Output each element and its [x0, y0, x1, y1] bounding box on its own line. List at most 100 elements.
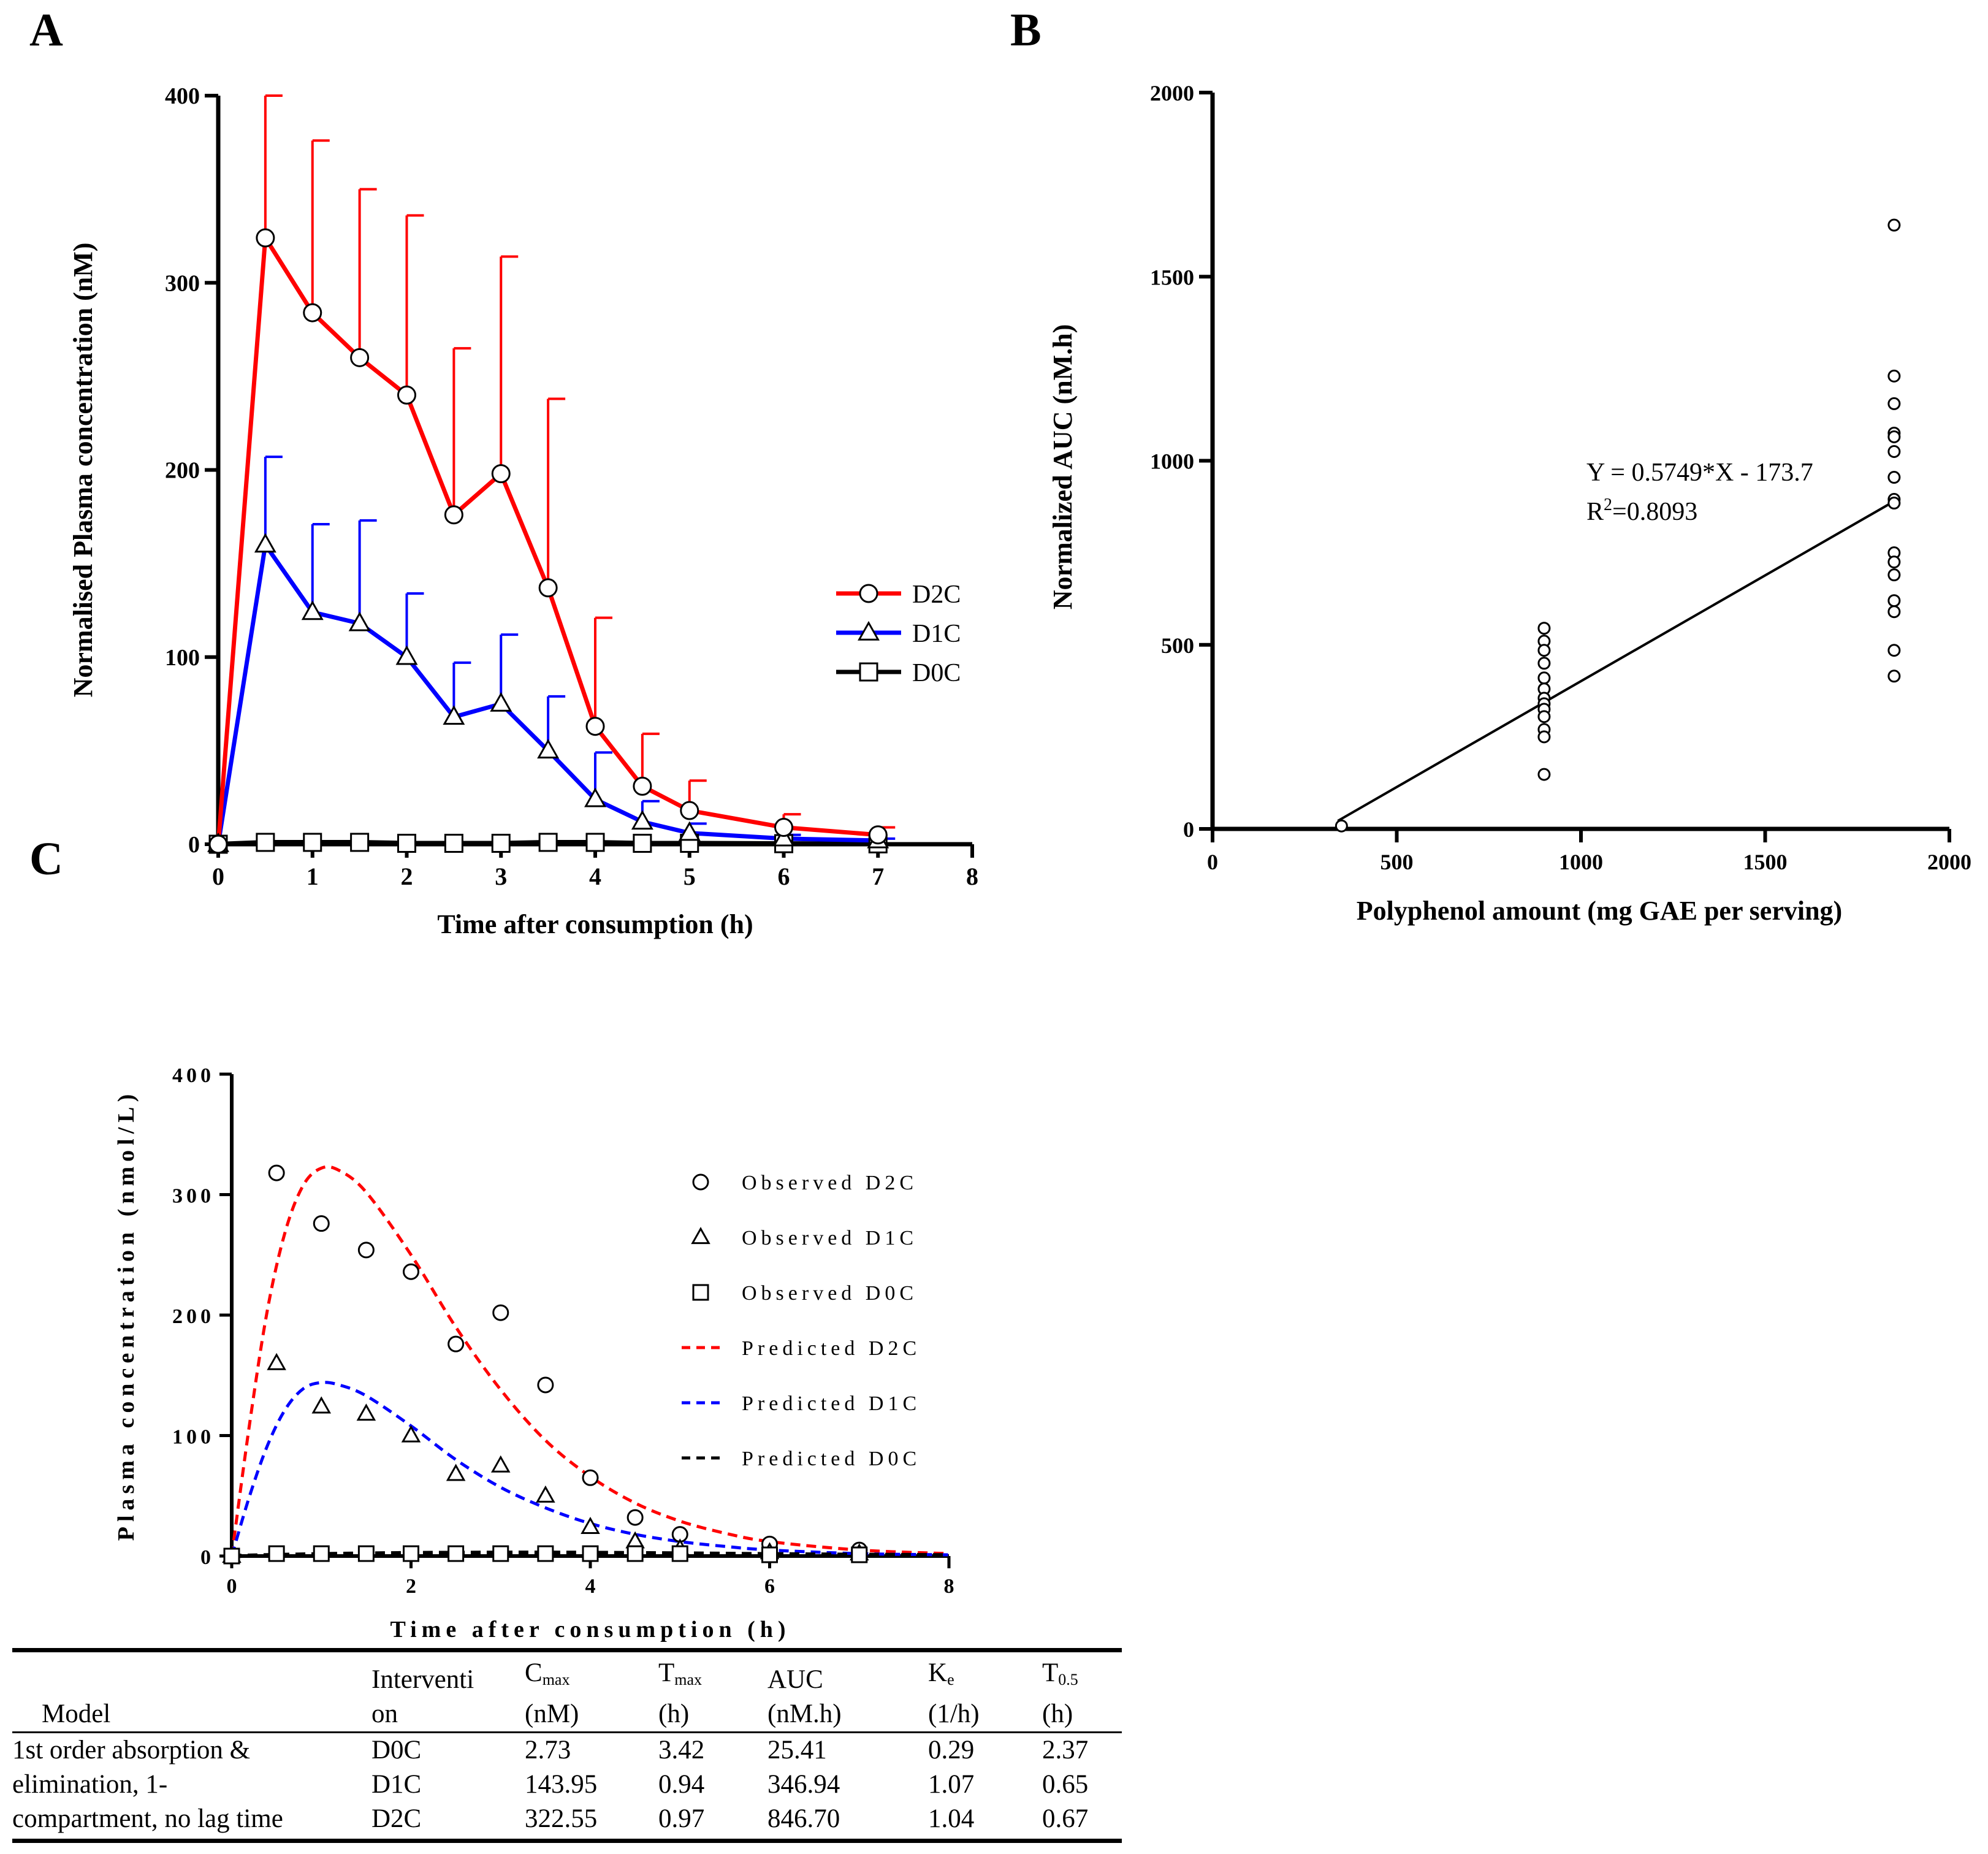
unit-thalf: (h)	[1042, 1697, 1122, 1733]
c-legend-marker	[691, 1227, 710, 1245]
b-data-point	[1887, 670, 1901, 683]
c-observed-d1c	[536, 1485, 555, 1503]
a-x-tick-label: 6	[778, 863, 790, 890]
b-x-tick-label: 2000	[1927, 850, 1971, 874]
cell-tmax: 3.42	[658, 1736, 705, 1764]
cell-thalf: 0.65	[1042, 1770, 1089, 1799]
b-x-tick-label: 500	[1381, 850, 1414, 874]
c-observed-d0c	[492, 1545, 509, 1562]
c-legend-label: Predicted D2C	[742, 1337, 921, 1360]
b-data-point	[1887, 594, 1901, 608]
a-point-d1c	[301, 600, 324, 620]
a-point-d2c	[491, 464, 511, 484]
a-point-d2c	[680, 801, 699, 820]
c-legend-label: Observed D0C	[742, 1282, 918, 1305]
c-legend-label: Observed D2C	[742, 1172, 918, 1194]
panel-label-c: C	[29, 833, 63, 885]
c-observed-d2c	[582, 1469, 599, 1486]
cell-model: elimination, 1-	[12, 1770, 168, 1799]
a-x-tick-label: 1	[307, 863, 319, 890]
b-r-value: =0.8093	[1612, 498, 1697, 526]
a-point-d0c	[303, 833, 322, 852]
cell-model: 1st order absorption &	[12, 1736, 251, 1764]
a-y-tick-label: 400	[165, 83, 200, 109]
unit-cmax: (nM)	[525, 1697, 658, 1733]
a-point-d1c	[537, 739, 560, 759]
c-observed-d1c	[356, 1403, 376, 1421]
c-observed-d2c	[626, 1509, 644, 1526]
a-point-d0c	[397, 833, 416, 853]
c-predicted-d0c	[231, 1551, 950, 1558]
a-legend-label: D2C	[912, 581, 961, 609]
b-data-point	[1887, 568, 1901, 582]
c-y-tick-label: 200	[172, 1305, 215, 1328]
header-tmax: Tmax	[658, 1648, 767, 1697]
b-r-squared: R2=0.8093	[1586, 495, 1697, 526]
a-point-d1c	[631, 810, 653, 830]
a-point-d1c	[348, 611, 371, 631]
c-observed-d0c	[357, 1545, 375, 1562]
header-auc: AUC	[767, 1648, 928, 1697]
cell-tmax: 0.97	[658, 1802, 767, 1843]
c-observed-d1c	[267, 1352, 286, 1370]
unit-auc: (nM.h)	[767, 1697, 928, 1733]
panel-label-a: A	[29, 4, 63, 56]
a-legend-marker	[859, 662, 878, 682]
a-y-tick-label: 100	[165, 645, 200, 671]
a-y-tick-label: 200	[165, 458, 200, 484]
b-r-superscript: 2	[1604, 495, 1612, 514]
c-observed-d0c	[313, 1545, 330, 1562]
a-point-d2c	[774, 818, 793, 837]
c-observed-d0c	[223, 1547, 240, 1565]
c-observed-d0c	[582, 1545, 599, 1562]
a-point-d2c	[585, 717, 605, 736]
c-observed-d2c	[313, 1215, 330, 1232]
c-x-tick-label: 6	[764, 1575, 775, 1598]
a-point-d2c	[397, 385, 416, 405]
c-x-tick-label: 2	[406, 1575, 416, 1598]
cell-intervention: D0C	[371, 1736, 422, 1764]
b-regression-equation: Y = 0.5749*X - 173.7	[1586, 459, 1813, 487]
a-point-d0c	[256, 833, 275, 852]
b-data-point	[1887, 430, 1901, 443]
cell-tmax: 0.94	[658, 1770, 705, 1799]
c-observed-d1c	[401, 1425, 421, 1443]
b-x-tick-label: 1500	[1743, 850, 1788, 874]
cell-ke: 0.29	[928, 1736, 975, 1764]
cell-auc: 25.41	[767, 1736, 827, 1764]
cell-cmax: 322.55	[525, 1802, 658, 1843]
c-observed-d2c	[403, 1263, 419, 1280]
c-predicted-d2c	[230, 1165, 950, 1557]
a-x-axis-title: Time after consumption (h)	[437, 909, 753, 939]
header-intervention-cont: on	[371, 1697, 525, 1733]
c-x-tick-label: 8	[944, 1575, 954, 1598]
header-model: Model	[12, 1697, 371, 1733]
cell-thalf: 0.67	[1042, 1802, 1122, 1843]
table-row: compartment, no lag time D2C 322.55 0.97…	[12, 1802, 1122, 1843]
b-data-point	[1887, 471, 1901, 484]
b-data-point	[1537, 644, 1551, 657]
c-observed-d2c	[447, 1335, 465, 1352]
header-thalf: T0.5	[1042, 1648, 1122, 1697]
c-predicted-d1c	[230, 1381, 950, 1557]
header-ke: Ke	[928, 1648, 1042, 1697]
a-point-d1c	[584, 787, 606, 807]
c-legend-label: Observed D1C	[742, 1227, 918, 1249]
c-observed-d0c	[761, 1546, 778, 1563]
a-y-axis-title: Normalised Plasma concentration (nM)	[68, 243, 98, 698]
b-data-point	[1335, 819, 1348, 833]
c-legend-label: Predicted D1C	[742, 1392, 921, 1415]
c-observed-d2c	[492, 1304, 509, 1321]
b-r-symbol: R	[1586, 498, 1604, 526]
a-point-d2c	[444, 505, 463, 525]
cell-cmax: 2.73	[525, 1736, 571, 1764]
b-x-tick-label: 1000	[1559, 850, 1603, 874]
b-data-point	[1887, 555, 1901, 569]
c-observed-d0c	[851, 1546, 868, 1563]
a-point-d2c	[538, 578, 558, 598]
c-observed-d0c	[671, 1545, 688, 1562]
c-observed-d0c	[447, 1545, 465, 1562]
b-data-point	[1887, 397, 1901, 410]
c-observed-d0c	[626, 1545, 644, 1562]
c-y-tick-label: 0	[200, 1546, 215, 1569]
